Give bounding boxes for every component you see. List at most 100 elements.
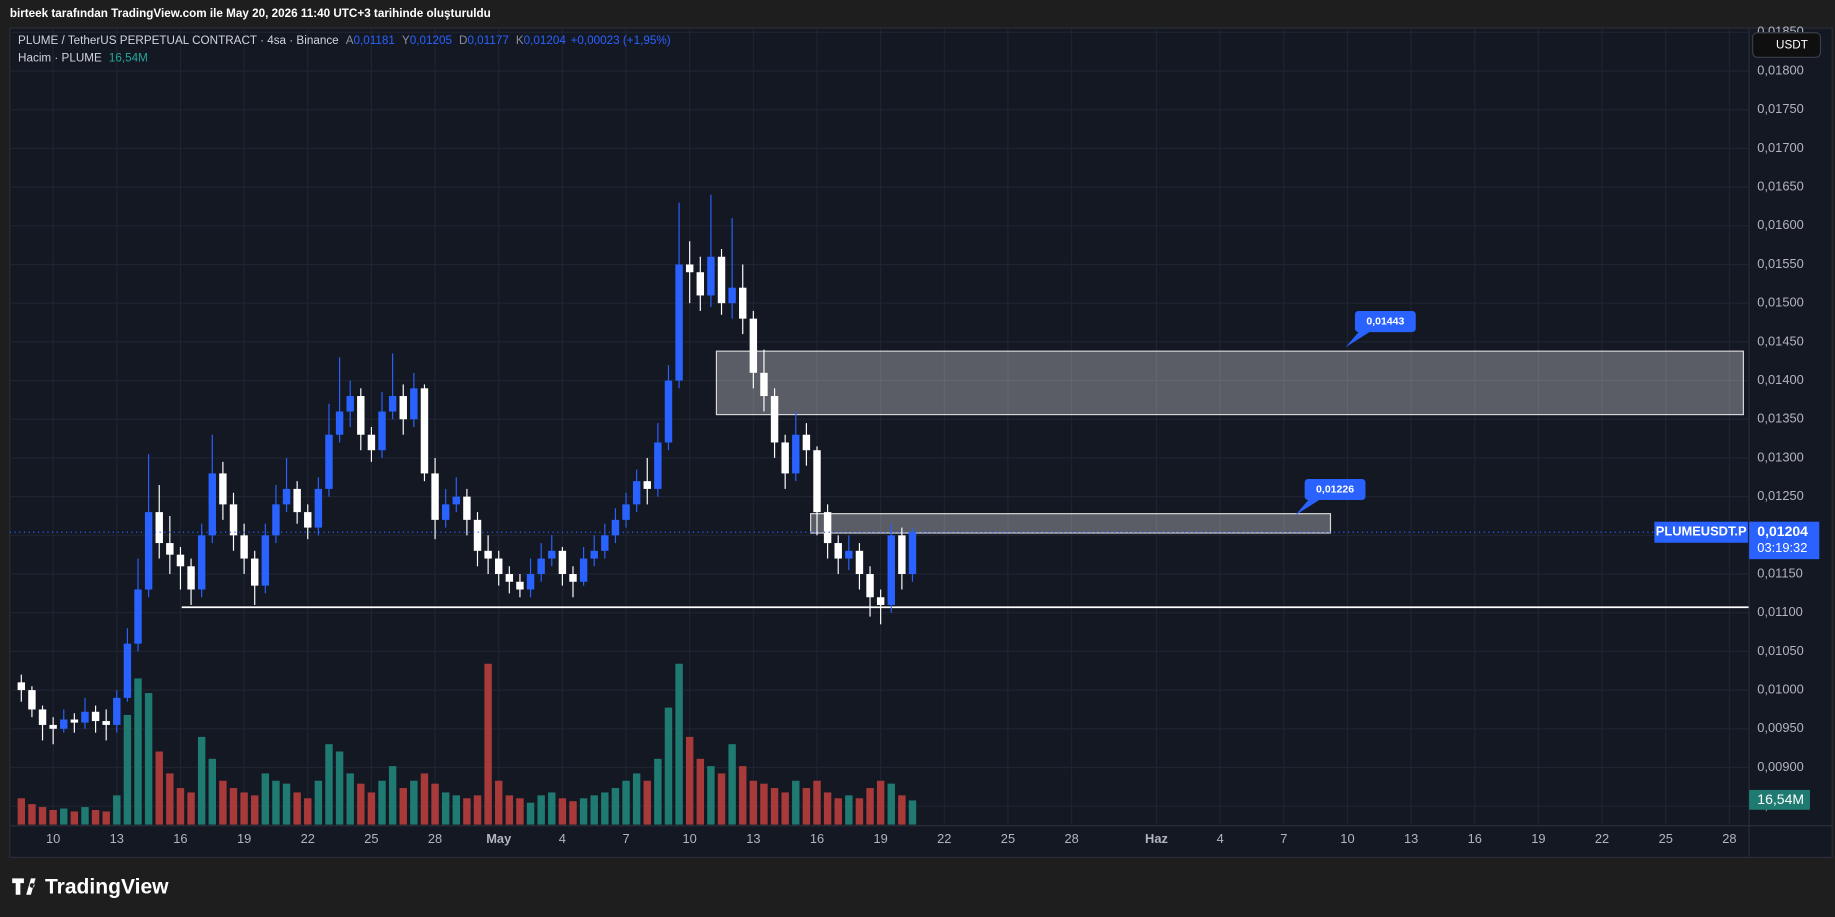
candle-body bbox=[664, 380, 673, 443]
volume-tag-box bbox=[1749, 789, 1810, 810]
volume-bar bbox=[28, 804, 36, 825]
callout-box bbox=[1354, 311, 1416, 333]
candle-body bbox=[38, 709, 47, 725]
brand: TradingView bbox=[45, 875, 169, 898]
volume-bar bbox=[845, 795, 853, 825]
price-tag: 0,01204 bbox=[1757, 523, 1808, 539]
volume-bar bbox=[855, 798, 864, 825]
candle-body bbox=[91, 711, 100, 722]
x-tick-label: 25 bbox=[1659, 831, 1673, 846]
candle-body bbox=[441, 504, 450, 520]
zone bbox=[810, 513, 1332, 534]
y-tick-label: 0,01300 bbox=[1757, 449, 1803, 464]
candle-body bbox=[17, 682, 26, 691]
callout-pointer bbox=[1345, 330, 1372, 348]
volume-bar bbox=[569, 801, 577, 825]
ohlc-value: 0,01177 bbox=[467, 34, 508, 47]
candle-body bbox=[144, 512, 153, 590]
candle-body bbox=[187, 566, 195, 590]
candle-body bbox=[781, 442, 789, 474]
ohlc-value: 0,01204 bbox=[524, 34, 567, 47]
candle-body bbox=[176, 554, 185, 567]
volume-bar bbox=[91, 809, 100, 825]
x-tick-label: 10 bbox=[683, 831, 697, 846]
x-tick-label: 25 bbox=[364, 831, 378, 846]
y-tick-label: 0,01450 bbox=[1757, 333, 1803, 348]
y-tick-label: 0,01650 bbox=[1757, 178, 1803, 193]
ohlc-value: 0,01205 bbox=[410, 34, 453, 47]
candle-body bbox=[123, 643, 132, 698]
volume-bar bbox=[495, 780, 503, 825]
candle-body bbox=[399, 396, 407, 420]
candle-body bbox=[272, 504, 280, 536]
x-tick-label: 28 bbox=[1064, 831, 1078, 846]
x-tick-label: 19 bbox=[873, 831, 887, 846]
y-tick-label: 0,01750 bbox=[1757, 101, 1803, 116]
volume-bar bbox=[590, 795, 598, 825]
candle-body bbox=[473, 519, 482, 551]
candle-body bbox=[346, 396, 354, 412]
candle-body bbox=[219, 473, 227, 505]
y-tick-label: 0,01800 bbox=[1757, 62, 1803, 77]
x-tick-label: 25 bbox=[1001, 831, 1015, 846]
volume-bar bbox=[219, 780, 227, 825]
candle-body bbox=[622, 504, 630, 520]
volume-bar bbox=[579, 798, 588, 825]
volume-bar bbox=[102, 811, 110, 825]
logo-icon bbox=[12, 878, 36, 895]
candle-body bbox=[388, 396, 397, 412]
volume-bar bbox=[208, 758, 216, 825]
volume-bar bbox=[728, 744, 736, 825]
candle-body bbox=[558, 550, 567, 575]
x-tick-label: 19 bbox=[237, 831, 251, 846]
candle-body bbox=[717, 256, 726, 304]
volume-bar bbox=[516, 798, 524, 825]
candle-body bbox=[739, 287, 747, 319]
change: +0,00023 (+1,95%) bbox=[571, 34, 671, 47]
y-tick-label: 0,01350 bbox=[1757, 411, 1803, 426]
candle-body bbox=[516, 581, 524, 590]
volume-bar bbox=[749, 780, 758, 825]
candle-body bbox=[707, 256, 715, 296]
volume-bar bbox=[187, 792, 195, 825]
currency[interactable]: USDT bbox=[1776, 39, 1808, 52]
volume-bar bbox=[664, 707, 673, 825]
candles bbox=[17, 194, 917, 745]
candle-body bbox=[579, 558, 588, 582]
volume-bar bbox=[823, 792, 832, 825]
y-tick-label: 0,01100 bbox=[1757, 604, 1803, 619]
candle-body bbox=[792, 434, 800, 474]
y-tick-label: 0,01000 bbox=[1757, 681, 1803, 696]
candle-body bbox=[261, 535, 270, 586]
volume-bar bbox=[410, 780, 418, 825]
x-tick-label: 7 bbox=[622, 831, 629, 846]
candle-body bbox=[855, 550, 864, 575]
candle-body bbox=[410, 388, 418, 420]
volume-bar bbox=[675, 663, 683, 825]
volume-bar bbox=[739, 766, 747, 825]
volume-bar bbox=[367, 792, 376, 825]
candle-body bbox=[569, 574, 577, 582]
volume-bar bbox=[335, 751, 344, 825]
x-tick-label: 22 bbox=[937, 831, 951, 846]
volume-bar bbox=[49, 809, 57, 825]
candle-body bbox=[601, 535, 609, 551]
y-tick-label: 0,01400 bbox=[1757, 372, 1803, 387]
candle-body bbox=[367, 434, 376, 451]
x-tick-label: 10 bbox=[46, 831, 60, 846]
callout-label: 0,01443 bbox=[1366, 315, 1404, 327]
candle-body bbox=[898, 535, 906, 575]
volume-bar bbox=[484, 663, 492, 825]
x-tick-label: 4 bbox=[1217, 831, 1224, 846]
volume-bar bbox=[622, 780, 630, 825]
x-tick-label: 16 bbox=[810, 831, 824, 846]
candle-body bbox=[420, 388, 429, 474]
currency-button[interactable] bbox=[1752, 32, 1822, 58]
x-tick-label: May bbox=[486, 831, 512, 846]
volume-bar bbox=[272, 780, 280, 825]
candle-body bbox=[378, 411, 386, 451]
volume-bar bbox=[251, 795, 259, 825]
volume-bar bbox=[399, 788, 407, 825]
candle-body bbox=[484, 550, 492, 559]
